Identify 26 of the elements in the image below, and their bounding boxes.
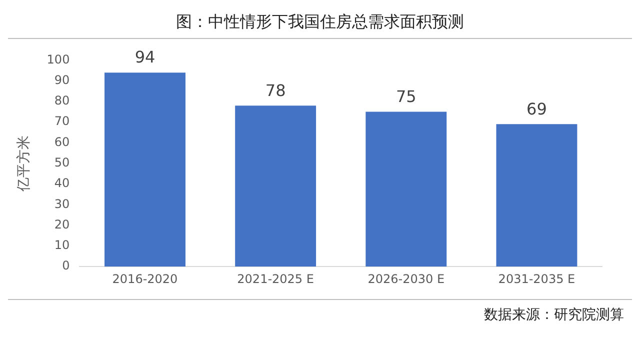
y-tick-label: 50 [54,156,70,170]
data-label: 78 [265,80,286,100]
y-tick-label: 70 [54,114,70,128]
bar [366,112,447,267]
y-tick-label: 20 [54,217,70,232]
chart-title: 图：中性情形下我国住房总需求面积预测 [175,11,465,33]
y-tick-label: 60 [54,134,70,149]
y-tick-label: 0 [62,258,70,273]
x-tick-label: 2031-2035 E [498,272,576,286]
bar [496,124,578,267]
y-axis-title: 亿平方米 [16,135,32,192]
bar [235,106,316,267]
y-tick-label: 40 [54,176,70,190]
x-tick-label: 2026-2030 E [368,272,445,286]
source-note: 数据来源：研究院测算 [483,306,625,324]
y-tick-label: 30 [54,196,70,211]
y-tick-label: 100 [46,52,70,66]
data-label: 94 [134,48,156,67]
y-tick-label: 90 [54,72,70,87]
y-tick-label: 80 [54,94,70,108]
y-tick-label: 10 [54,238,70,252]
data-label: 75 [396,86,416,106]
data-label: 69 [526,99,547,118]
x-tick-label: 2016-2020 [112,272,178,286]
x-tick-label: 2021-2025 E [237,272,314,286]
bar [104,72,186,267]
